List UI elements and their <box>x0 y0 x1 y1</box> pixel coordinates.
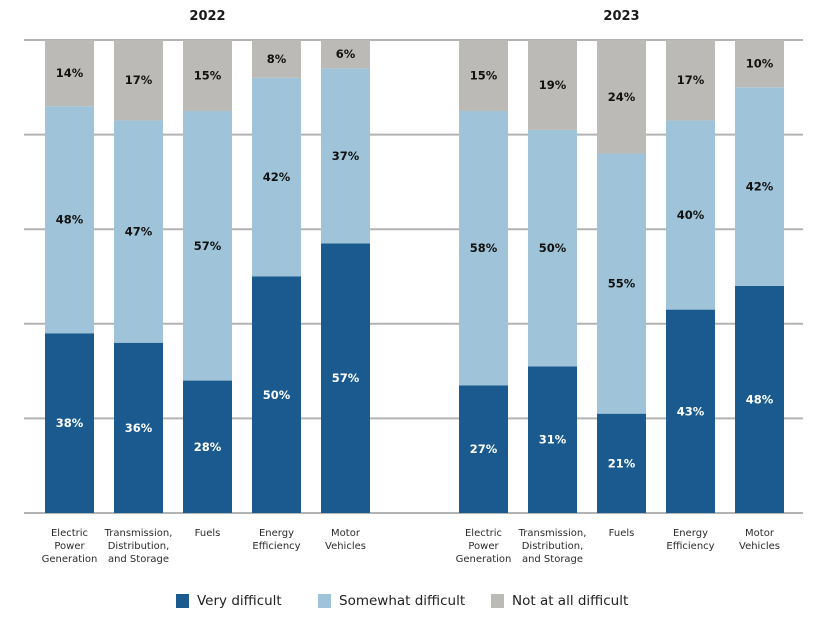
data-label-2023-fuels-very-difficult: 21% <box>608 456 636 470</box>
panel-title-2022: 2022 <box>189 9 225 24</box>
bar-2023-transmission-distribution-and-storage-very-difficult <box>528 366 577 513</box>
data-label-2022-fuels-somewhat-difficult: 57% <box>194 239 222 253</box>
data-label-2022-energy-efficiency-not-at-all-difficult: 8% <box>267 52 287 66</box>
category-label-2023-motor-vehicles: Motor Vehicles <box>739 528 780 552</box>
bar-2023-energy-efficiency-somewhat-difficult <box>666 120 715 310</box>
bar-2022-fuels-very-difficult <box>183 380 232 513</box>
bars <box>45 40 784 513</box>
data-label-2023-electric-power-generation-somewhat-difficult: 58% <box>470 241 498 255</box>
category-label-2023-electric-power-generation: Electric Power Generation <box>456 528 512 565</box>
data-label-2023-motor-vehicles-somewhat-difficult: 42% <box>746 180 774 194</box>
bar-2022-transmission-distribution-and-storage-not-at-all-difficult <box>114 40 163 121</box>
data-label-2022-transmission-distribution-and-storage-very-difficult: 36% <box>125 421 153 435</box>
bar-2023-electric-power-generation-not-at-all-difficult <box>459 40 508 111</box>
legend-item-somewhat-difficult: Somewhat difficult <box>318 589 465 613</box>
bar-2023-transmission-distribution-and-storage-somewhat-difficult <box>528 129 577 367</box>
bar-2022-transmission-distribution-and-storage-very-difficult <box>114 342 163 513</box>
data-label-2022-fuels-not-at-all-difficult: 15% <box>194 68 222 82</box>
legend-item-not-at-all-difficult: Not at all difficult <box>491 589 628 613</box>
data-label-2022-fuels-very-difficult: 28% <box>194 440 222 454</box>
panel-titles: 2022 2023 <box>189 9 639 24</box>
legend-label: Somewhat difficult <box>339 593 466 609</box>
category-label-2022-energy-efficiency: Energy Efficiency <box>252 528 300 552</box>
data-label-2022-electric-power-generation-somewhat-difficult: 48% <box>56 213 84 227</box>
data-label-2023-electric-power-generation-very-difficult: 27% <box>470 442 498 456</box>
category-label-2022-electric-power-generation: Electric Power Generation <box>42 528 98 565</box>
data-label-2023-fuels-somewhat-difficult: 55% <box>608 277 636 291</box>
legend-swatch-not-at-all-difficult <box>491 594 504 608</box>
data-label-2022-transmission-distribution-and-storage-somewhat-difficult: 47% <box>125 225 153 239</box>
data-label-2023-transmission-distribution-and-storage-somewhat-difficult: 50% <box>539 241 567 255</box>
category-label-2022-fuels: Fuels <box>195 528 221 539</box>
bar-2023-motor-vehicles-very-difficult <box>735 285 784 513</box>
category-label-2023-fuels: Fuels <box>609 528 635 539</box>
bar-2022-transmission-distribution-and-storage-somewhat-difficult <box>114 120 163 343</box>
bar-2023-fuels-very-difficult <box>597 413 646 513</box>
data-label-2022-motor-vehicles-somewhat-difficult: 37% <box>332 149 360 163</box>
data-label-2022-motor-vehicles-very-difficult: 57% <box>332 371 360 385</box>
bar-2023-fuels-not-at-all-difficult <box>597 40 646 154</box>
bar-2023-electric-power-generation-somewhat-difficult <box>459 110 508 386</box>
data-label-2023-motor-vehicles-very-difficult: 48% <box>746 392 774 406</box>
bar-2022-electric-power-generation-somewhat-difficult <box>45 106 94 334</box>
data-label-2022-energy-efficiency-very-difficult: 50% <box>263 388 291 402</box>
data-label-2023-transmission-distribution-and-storage-very-difficult: 31% <box>539 433 567 447</box>
bar-2023-motor-vehicles-somewhat-difficult <box>735 87 784 286</box>
legend-label: Not at all difficult <box>512 593 629 609</box>
bar-2022-motor-vehicles-not-at-all-difficult <box>321 40 370 69</box>
bar-2022-fuels-somewhat-difficult <box>183 110 232 381</box>
data-label-2022-electric-power-generation-very-difficult: 38% <box>56 416 84 430</box>
data-label-2022-electric-power-generation-not-at-all-difficult: 14% <box>56 66 84 80</box>
bar-2022-fuels-not-at-all-difficult <box>183 40 232 111</box>
bar-2023-energy-efficiency-not-at-all-difficult <box>666 40 715 121</box>
bar-2022-energy-efficiency-not-at-all-difficult <box>252 40 301 78</box>
bar-2022-electric-power-generation-not-at-all-difficult <box>45 40 94 107</box>
legend: Very difficult Somewhat difficult Not at… <box>0 589 826 613</box>
bar-2023-motor-vehicles-not-at-all-difficult <box>735 40 784 88</box>
legend-swatch-very-difficult <box>176 594 189 608</box>
legend-swatch-somewhat-difficult <box>318 594 331 608</box>
legend-label: Very difficult <box>197 593 282 609</box>
bar-2023-transmission-distribution-and-storage-not-at-all-difficult <box>528 40 577 130</box>
bar-2023-energy-efficiency-very-difficult <box>666 309 715 513</box>
panel-title-2023: 2023 <box>603 9 639 24</box>
data-label-2022-transmission-distribution-and-storage-not-at-all-difficult: 17% <box>125 73 153 87</box>
data-label-2023-fuels-not-at-all-difficult: 24% <box>608 90 636 104</box>
data-label-2023-energy-efficiency-somewhat-difficult: 40% <box>677 208 705 222</box>
category-label-2022-motor-vehicles: Motor Vehicles <box>325 528 366 552</box>
data-label-2022-motor-vehicles-not-at-all-difficult: 6% <box>336 47 356 61</box>
category-label-2023-energy-efficiency: Energy Efficiency <box>666 528 714 552</box>
category-label-2022-transmission-distribution-and-storage: Transmission, Distribution, and Storage <box>104 528 173 565</box>
bar-2022-energy-efficiency-very-difficult <box>252 276 301 513</box>
bar-2023-fuels-somewhat-difficult <box>597 153 646 414</box>
data-label-2023-transmission-distribution-and-storage-not-at-all-difficult: 19% <box>539 78 567 92</box>
legend-item-very-difficult: Very difficult <box>176 589 282 613</box>
data-label-2023-electric-power-generation-not-at-all-difficult: 15% <box>470 68 498 82</box>
bar-2022-energy-efficiency-somewhat-difficult <box>252 77 301 277</box>
segment-labels: 38% 48% 14% 36% 47% 17% 28% 57% 15% 50% 42% 8% 57% 37… <box>56 47 774 470</box>
data-label-2022-energy-efficiency-somewhat-difficult: 42% <box>263 170 291 184</box>
bar-2022-motor-vehicles-somewhat-difficult <box>321 68 370 244</box>
data-label-2023-motor-vehicles-not-at-all-difficult: 10% <box>746 57 774 71</box>
bar-2022-motor-vehicles-very-difficult <box>321 243 370 513</box>
data-label-2023-energy-efficiency-not-at-all-difficult: 17% <box>677 73 705 87</box>
bar-2023-electric-power-generation-very-difficult <box>459 385 508 513</box>
data-label-2023-energy-efficiency-very-difficult: 43% <box>677 404 705 418</box>
category-label-2023-transmission-distribution-and-storage: Transmission, Distribution, and Storage <box>518 528 587 565</box>
bar-2022-electric-power-generation-very-difficult <box>45 333 94 513</box>
